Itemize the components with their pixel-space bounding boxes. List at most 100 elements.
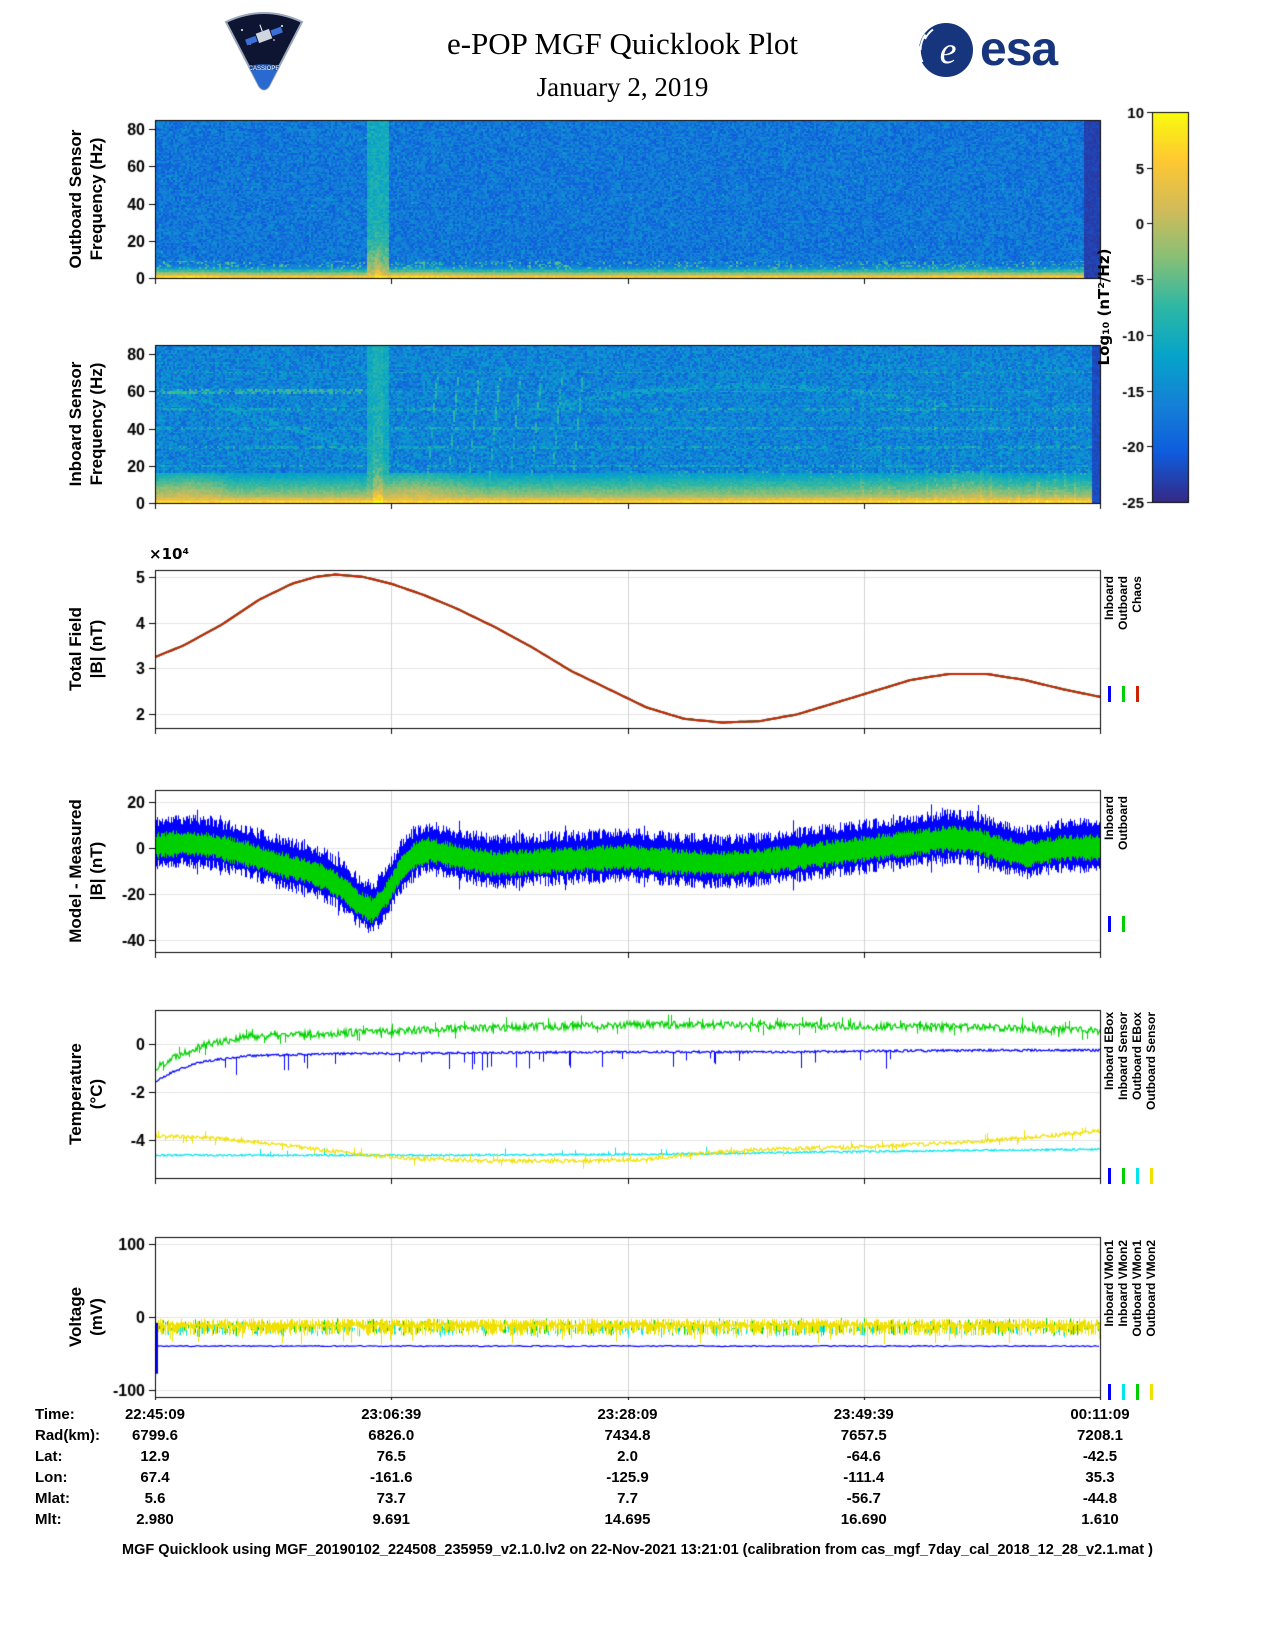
legend-mark xyxy=(1107,686,1111,702)
ephemeris-value: 2.980 xyxy=(136,1511,174,1528)
legend-label: Inboard xyxy=(1102,576,1116,620)
ephemeris-row-label: Lon: xyxy=(35,1469,68,1486)
satellite-icon xyxy=(245,24,283,46)
ephemeris-row-label: Mlat: xyxy=(35,1490,70,1507)
ephemeris-value: 16.690 xyxy=(840,1511,887,1528)
ephemeris-row: Time: 22:45:09 23:06:39 23:28:09 23:49:39 00:… xyxy=(0,1406,1275,1427)
legend-label: Chaos xyxy=(1130,576,1144,613)
legend-item: Inboard VMon2 xyxy=(1116,1240,1130,1400)
esa-emblem-icon: e xyxy=(918,23,973,77)
ephemeris-value: 6826.0 xyxy=(368,1427,415,1444)
footer-caption: MGF Quicklook using MGF_20190102_224508_… xyxy=(122,1542,1153,1558)
ephemeris-row: Lon: 67.4 -161.6 -125.9 -111.4 35.3 xyxy=(0,1469,1275,1490)
legend-voltage: Inboard VMon1 Inboard VMon2 Outboard VMon1… xyxy=(1102,1240,1158,1400)
esa-emblem-letter: e xyxy=(940,30,957,72)
legend-label: Inboard xyxy=(1102,796,1116,840)
ephemeris-row-label: Mlt: xyxy=(35,1511,62,1528)
legend-item: Inboard Sensor xyxy=(1116,1012,1130,1184)
legend-label: Inboard VMon2 xyxy=(1116,1240,1130,1327)
ephemeris-row: Mlt: 2.980 9.691 14.695 16.690 1.610 xyxy=(0,1511,1275,1532)
ephemeris-row-label: Lat: xyxy=(35,1448,63,1465)
legend-mark xyxy=(1149,1384,1153,1400)
esa-wordmark: esa xyxy=(980,23,1058,76)
legend-label: Outboard VMon1 xyxy=(1130,1240,1144,1337)
legend-item: Outboard EBox xyxy=(1130,1012,1144,1184)
ephemeris-value: -111.4 xyxy=(843,1469,885,1486)
legend-temperature: Inboard EBox Inboard Sensor Outboard EBox O… xyxy=(1102,1012,1158,1184)
legend-label: Outboard VMon2 xyxy=(1144,1240,1158,1337)
y-axis-multiplier: ×10⁴ xyxy=(149,545,190,563)
ephemeris-value: -44.8 xyxy=(1082,1490,1118,1507)
legend-mark xyxy=(1107,1384,1111,1400)
ephemeris-value: 7657.5 xyxy=(840,1427,887,1444)
ephemeris-row: Lat: 12.9 76.5 2.0 -64.6 -42.5 xyxy=(0,1448,1275,1469)
ephemeris-value: 7208.1 xyxy=(1077,1427,1123,1444)
ephemeris-value: -125.9 xyxy=(606,1469,649,1486)
legend-item: Outboard xyxy=(1116,576,1130,702)
legend-label: Inboard VMon1 xyxy=(1102,1240,1116,1327)
ephemeris-value: 7434.8 xyxy=(604,1427,651,1444)
ephemeris-value: 35.3 xyxy=(1085,1469,1115,1486)
ephemeris-value: 12.9 xyxy=(140,1448,170,1465)
ephemeris-value: 2.0 xyxy=(617,1448,638,1465)
legend-mark xyxy=(1121,1168,1125,1184)
legend-mark xyxy=(1135,686,1139,702)
legend-item: Outboard VMon1 xyxy=(1130,1240,1144,1400)
ephemeris-value: 14.695 xyxy=(604,1511,651,1528)
legend-mark xyxy=(1107,1168,1111,1184)
legend-mark xyxy=(1135,1168,1139,1184)
legend-label: Inboard EBox xyxy=(1102,1012,1116,1091)
ephemeris-row-label: Rad(km): xyxy=(35,1427,101,1444)
ephemeris-row-label: Time: xyxy=(35,1406,75,1423)
legend-model-measured: Inboard Outboard xyxy=(1102,796,1130,932)
ephemeris-value: 6799.6 xyxy=(132,1427,178,1444)
legend-label: Outboard xyxy=(1116,796,1130,850)
cassiope-mission-patch: CASSIOPE xyxy=(222,6,306,99)
legend-item: Outboard xyxy=(1116,796,1130,932)
ephemeris-table: Time: 22:45:09 23:06:39 23:28:09 23:49:39 00:… xyxy=(0,1406,1275,1532)
legend-mark xyxy=(1121,686,1125,702)
ephemeris-value: 7.7 xyxy=(617,1490,638,1507)
ephemeris-value: 23:28:09 xyxy=(597,1406,658,1423)
legend-item: Inboard xyxy=(1102,576,1116,702)
legend-item: Outboard Sensor xyxy=(1144,1012,1158,1184)
ephemeris-value: 76.5 xyxy=(376,1448,406,1465)
ephemeris-value: -56.7 xyxy=(846,1490,881,1507)
ephemeris-row: Rad(km): 6799.6 6826.0 7434.8 7657.5 7208.1 xyxy=(0,1427,1275,1448)
legend-item: Outboard VMon2 xyxy=(1144,1240,1158,1400)
ephemeris-value: 67.4 xyxy=(140,1469,170,1486)
ephemeris-value: 23:06:39 xyxy=(361,1406,422,1423)
legend-mark xyxy=(1121,916,1125,932)
mission-name: CASSIOPE xyxy=(249,66,280,72)
legend-label: Outboard EBox xyxy=(1130,1012,1144,1101)
legend-mark xyxy=(1149,1168,1153,1184)
ephemeris-value: 9.691 xyxy=(372,1511,411,1528)
ephemeris-value: -161.6 xyxy=(369,1469,413,1486)
legend-item: Chaos xyxy=(1130,576,1144,702)
ephemeris-value: 23:49:39 xyxy=(833,1406,894,1423)
ephemeris-value: -64.6 xyxy=(846,1448,881,1465)
ephemeris-value: 00:11:09 xyxy=(1070,1406,1130,1423)
legend-item: Inboard VMon1 xyxy=(1102,1240,1116,1400)
ephemeris-value: 22:45:09 xyxy=(124,1406,186,1423)
legend-label: Outboard xyxy=(1116,576,1130,630)
cassiope-patch-icon: CASSIOPE xyxy=(224,12,304,91)
quicklook-figure-canvas xyxy=(0,0,1275,1400)
ephemeris-value: 5.6 xyxy=(144,1490,166,1507)
legend-total-field: Inboard Outboard Chaos xyxy=(1102,576,1144,702)
legend-label: Outboard Sensor xyxy=(1144,1012,1158,1111)
legend-mark xyxy=(1135,1384,1139,1400)
plot-title: e-POP MGF Quicklook Plot xyxy=(446,26,799,61)
legend-mark xyxy=(1121,1384,1125,1400)
ephemeris-value: 73.7 xyxy=(376,1490,406,1507)
legend-label: Inboard Sensor xyxy=(1116,1012,1130,1101)
ephemeris-row: Mlat: 5.6 73.7 7.7 -56.7 -44.8 xyxy=(0,1490,1275,1511)
legend-item: Inboard xyxy=(1102,796,1116,932)
esa-logo: e esa xyxy=(918,22,1058,78)
plot-date: January 2, 2019 xyxy=(536,72,709,102)
legend-mark xyxy=(1107,916,1111,932)
legend-item: Inboard EBox xyxy=(1102,1012,1116,1184)
ephemeris-value: -42.5 xyxy=(1082,1448,1118,1465)
ephemeris-value: 1.610 xyxy=(1081,1511,1119,1528)
